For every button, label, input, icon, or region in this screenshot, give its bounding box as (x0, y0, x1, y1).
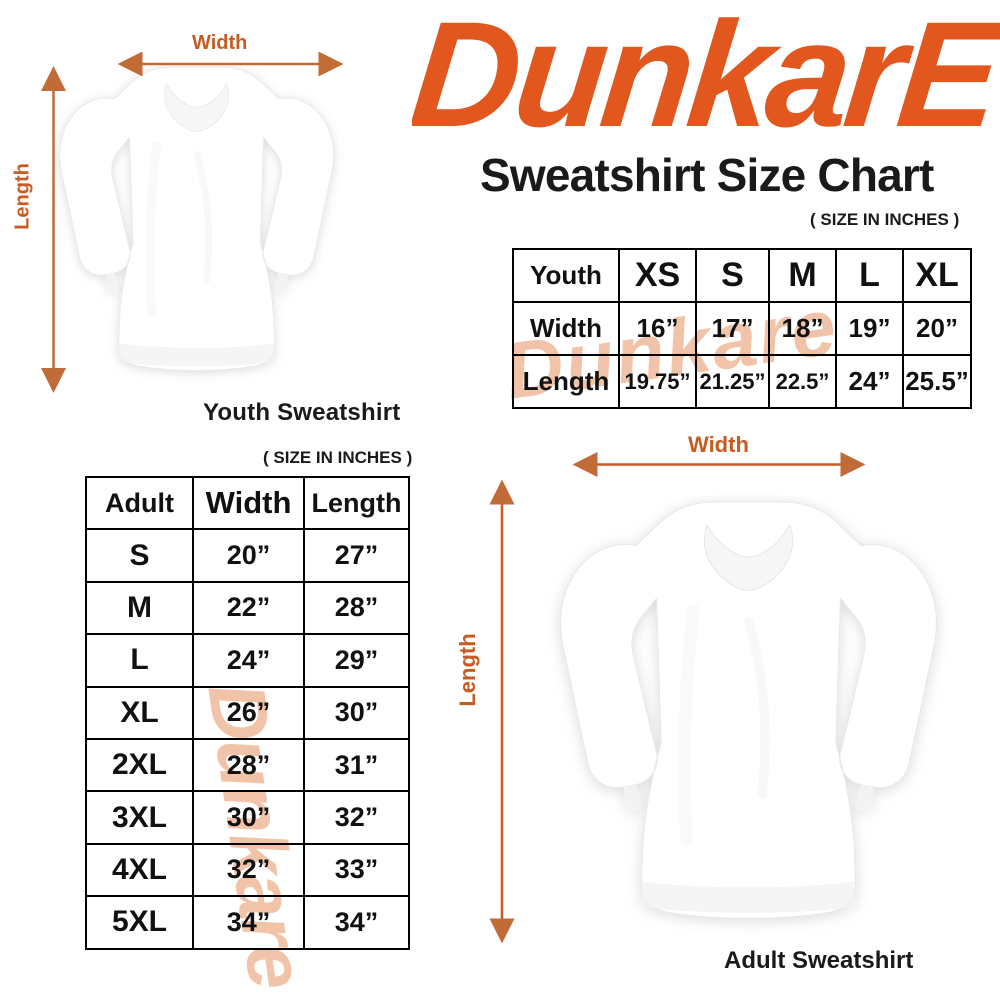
svg-text:DunkarE: DunkarE (412, 0, 1000, 158)
